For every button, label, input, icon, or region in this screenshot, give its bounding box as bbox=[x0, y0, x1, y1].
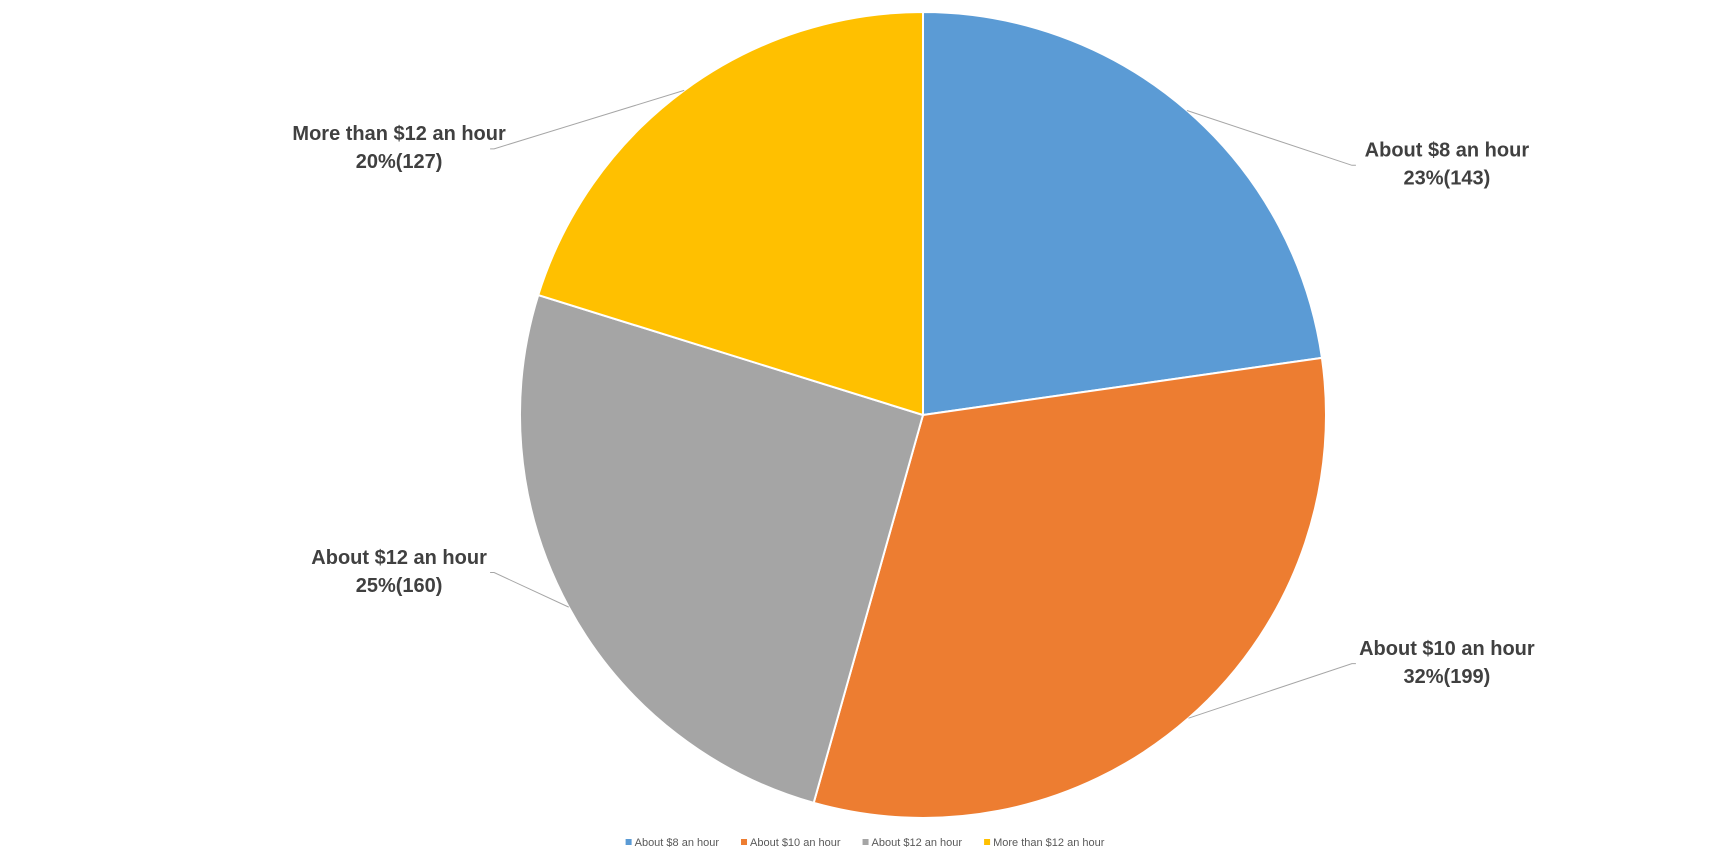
legend-label: About $12 an hour bbox=[872, 837, 963, 849]
pie-slice bbox=[519, 293, 925, 805]
legend-swatch bbox=[862, 839, 869, 845]
legend-swatch bbox=[741, 839, 748, 845]
slice-label: About $8 an hour bbox=[1365, 140, 1530, 162]
slice-value-label: 23%(143) bbox=[1404, 168, 1491, 190]
legend-swatch bbox=[984, 839, 991, 845]
slice-value-label: 25%(160) bbox=[356, 575, 443, 597]
pie-slice bbox=[537, 10, 924, 417]
slice-label: About $12 an hour bbox=[311, 547, 487, 569]
leader-line bbox=[1186, 110, 1356, 166]
slice-label: About $10 an hour bbox=[1359, 638, 1535, 660]
leader-line bbox=[490, 89, 685, 150]
legend-label: About $8 an hour bbox=[635, 837, 720, 849]
pie-slice bbox=[812, 356, 1327, 819]
slice-value-label: 20%(127) bbox=[356, 151, 443, 173]
slice-label: More than $12 an hour bbox=[292, 123, 506, 145]
legend-swatch bbox=[625, 839, 632, 845]
leader-line bbox=[490, 572, 569, 608]
legend-label: About $10 an hour bbox=[750, 837, 841, 849]
legend: About $8 an hour About $10 an hour About $… bbox=[625, 837, 1105, 849]
legend-label: More than $12 an hour bbox=[993, 837, 1105, 849]
pie-slice bbox=[922, 10, 1324, 417]
leader-line bbox=[1188, 663, 1356, 719]
slice-value-label: 32%(199) bbox=[1404, 666, 1491, 688]
